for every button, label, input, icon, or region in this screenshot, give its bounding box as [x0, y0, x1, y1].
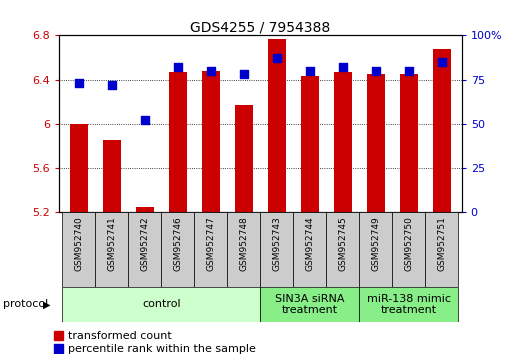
Bar [70, 124, 88, 212]
Bar [95, 212, 128, 287]
Bar [360, 287, 459, 322]
Bar [261, 287, 360, 322]
Text: GSM952745: GSM952745 [339, 216, 347, 271]
Point [141, 118, 149, 123]
Text: GSM952750: GSM952750 [404, 216, 413, 271]
Point [174, 64, 182, 70]
Bar [433, 48, 451, 212]
Text: GSM952741: GSM952741 [107, 216, 116, 271]
Bar [261, 212, 293, 287]
Text: GSM952749: GSM952749 [371, 216, 380, 271]
Text: GSM952748: GSM952748 [240, 216, 248, 271]
Text: miR-138 mimic
treatment: miR-138 mimic treatment [367, 293, 451, 315]
Text: protocol: protocol [3, 299, 48, 309]
Text: GSM952744: GSM952744 [305, 216, 314, 271]
Bar [169, 72, 187, 212]
Text: SIN3A siRNA
treatment: SIN3A siRNA treatment [275, 293, 345, 315]
Bar [334, 72, 352, 212]
Bar [293, 212, 326, 287]
Text: control: control [142, 299, 181, 309]
Legend: transformed count, percentile rank within the sample: transformed count, percentile rank withi… [54, 331, 255, 354]
Point [306, 68, 314, 74]
Text: ▶: ▶ [43, 299, 50, 309]
Bar [62, 212, 95, 287]
Point [207, 68, 215, 74]
Text: GSM952742: GSM952742 [141, 216, 149, 271]
Point [405, 68, 413, 74]
Point [75, 80, 83, 86]
Bar [360, 212, 392, 287]
Bar [400, 74, 418, 212]
Bar [425, 212, 459, 287]
Bar [128, 212, 161, 287]
Bar [202, 71, 220, 212]
Point [339, 64, 347, 70]
Bar [161, 212, 194, 287]
Bar [194, 212, 227, 287]
Bar [103, 141, 121, 212]
Point [438, 59, 446, 65]
Bar [268, 39, 286, 212]
Bar [136, 207, 154, 212]
Text: GSM952751: GSM952751 [438, 216, 446, 271]
Point [372, 68, 380, 74]
Bar [301, 76, 319, 212]
Point [240, 72, 248, 77]
Title: GDS4255 / 7954388: GDS4255 / 7954388 [190, 20, 330, 34]
Bar [326, 212, 360, 287]
Text: GSM952746: GSM952746 [173, 216, 182, 271]
Text: GSM952747: GSM952747 [206, 216, 215, 271]
Text: GSM952743: GSM952743 [272, 216, 281, 271]
Point [108, 82, 116, 88]
Point [273, 56, 281, 61]
Bar [227, 212, 261, 287]
Bar [62, 287, 261, 322]
Text: GSM952740: GSM952740 [74, 216, 83, 271]
Bar [235, 105, 253, 212]
Bar [367, 74, 385, 212]
Bar [392, 212, 425, 287]
